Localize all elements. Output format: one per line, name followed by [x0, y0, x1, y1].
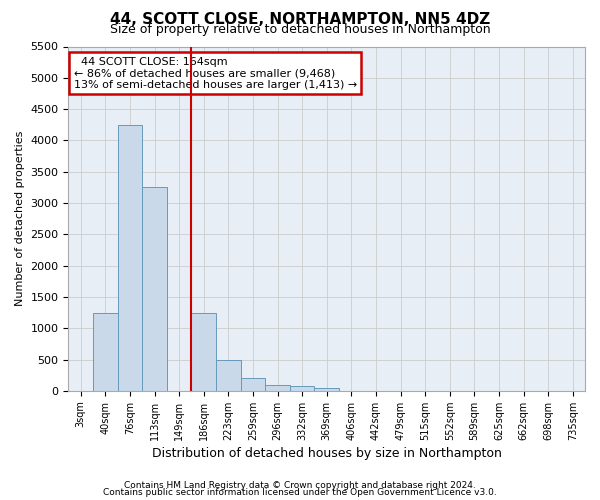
Bar	[265, 384, 290, 391]
Bar	[314, 388, 339, 391]
Bar	[290, 386, 314, 391]
Text: 44 SCOTT CLOSE: 164sqm
← 86% of detached houses are smaller (9,468)
13% of semi-: 44 SCOTT CLOSE: 164sqm ← 86% of detached…	[74, 57, 357, 90]
Text: 44, SCOTT CLOSE, NORTHAMPTON, NN5 4DZ: 44, SCOTT CLOSE, NORTHAMPTON, NN5 4DZ	[110, 12, 490, 28]
Text: Contains HM Land Registry data © Crown copyright and database right 2024.: Contains HM Land Registry data © Crown c…	[124, 480, 476, 490]
Bar	[241, 378, 265, 391]
Bar	[191, 312, 216, 391]
X-axis label: Distribution of detached houses by size in Northampton: Distribution of detached houses by size …	[152, 447, 502, 460]
Text: Contains public sector information licensed under the Open Government Licence v3: Contains public sector information licen…	[103, 488, 497, 497]
Y-axis label: Number of detached properties: Number of detached properties	[15, 131, 25, 306]
Bar	[93, 312, 118, 391]
Text: Size of property relative to detached houses in Northampton: Size of property relative to detached ho…	[110, 22, 490, 36]
Bar	[142, 188, 167, 391]
Bar	[118, 125, 142, 391]
Bar	[216, 360, 241, 391]
